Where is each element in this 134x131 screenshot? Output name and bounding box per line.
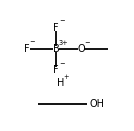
Text: H: H <box>57 78 64 88</box>
Text: −: − <box>59 18 64 24</box>
Text: −: − <box>84 40 89 46</box>
Text: F: F <box>53 65 59 75</box>
Text: F: F <box>24 44 30 54</box>
Text: B: B <box>53 44 60 54</box>
Text: 3+: 3+ <box>59 40 69 46</box>
Text: −: − <box>59 61 64 67</box>
Text: OH: OH <box>90 99 104 110</box>
Text: −: − <box>30 39 35 45</box>
Text: +: + <box>63 74 69 80</box>
Text: F: F <box>53 23 59 33</box>
Text: O: O <box>77 44 85 54</box>
